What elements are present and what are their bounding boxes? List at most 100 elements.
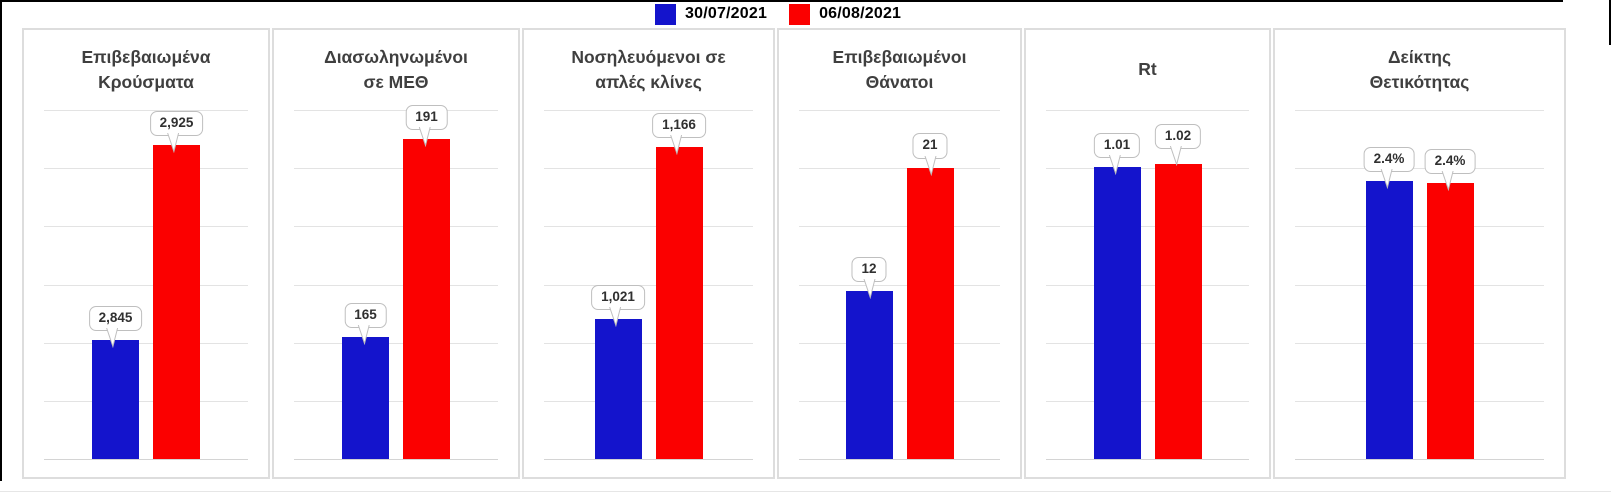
callout-tail-icon	[1380, 168, 1393, 189]
panel-title: Rt	[1026, 30, 1269, 110]
x-axis-line	[44, 459, 248, 460]
gridline	[799, 400, 1000, 402]
value-callout: 165	[344, 302, 387, 345]
bar-30-07-2021: 2.4%	[1363, 146, 1415, 459]
value-label: 12	[861, 261, 877, 277]
bar-06-08-2021: 2,925	[149, 110, 204, 459]
bottom-divider-line	[0, 491, 1611, 492]
gridline	[799, 342, 1000, 344]
gridline	[294, 284, 498, 286]
chart-panel-6: Δείκτης Θετικότητας 2.4% 2.4%	[1273, 28, 1566, 479]
gridline	[44, 110, 248, 111]
legend-label-date2: 06/08/2021	[819, 5, 902, 22]
panel-title-line: Θάνατοι	[865, 72, 934, 92]
chart-panel-4: Επιβεβαιωμένοι Θάνατοι 12 21	[777, 28, 1022, 479]
panel-title-line: Διασωληνωμένοι	[324, 46, 468, 67]
bars-group: 165 191	[294, 104, 498, 459]
panel-title: Δείκτης Θετικότητας	[1275, 30, 1564, 110]
gridline	[44, 168, 248, 170]
gridline	[1046, 168, 1249, 170]
panel-title-line: Rt	[1138, 59, 1157, 80]
left-border-line	[0, 0, 2, 481]
value-callout: 2.4%	[1424, 148, 1476, 191]
panel-title-line: Νοσηλευόμενοι σε	[571, 46, 726, 67]
gridline	[294, 226, 498, 228]
callout-tail-icon	[669, 135, 682, 155]
gridline	[799, 110, 1000, 111]
panel-plot: 2,845 2,925	[44, 110, 248, 460]
legend-swatch-red	[789, 3, 811, 25]
gridline	[44, 226, 248, 228]
gridline	[1295, 168, 1544, 170]
gridline	[544, 400, 753, 402]
gridline	[294, 110, 498, 111]
x-axis-line	[1295, 459, 1544, 460]
gridline	[799, 226, 1000, 228]
legend-item-date2: 06/08/2021	[789, 3, 902, 25]
panel-plot: 165 191	[294, 104, 498, 460]
gridline	[44, 284, 248, 286]
value-callout: 21	[912, 133, 948, 176]
value-label: 1.01	[1103, 136, 1131, 152]
gridline	[1046, 110, 1249, 111]
value-callout: 191	[405, 104, 448, 147]
bar-30-07-2021: 1.01	[1093, 132, 1141, 459]
panel-title-line: απλές κλίνες	[595, 72, 702, 92]
panel-title-line: Κρούσματα	[98, 72, 194, 92]
value-label: 21	[922, 137, 938, 153]
gridline	[44, 342, 248, 344]
x-axis-line	[544, 459, 753, 460]
panel-plot: 1,021 1,166	[544, 110, 753, 460]
callout-tail-icon	[1170, 145, 1183, 166]
panel-plot: 2.4% 2.4%	[1295, 110, 1544, 460]
panel-title-line: Επιβεβαιωμένοι	[832, 46, 967, 67]
panel-plot: 12 21	[799, 110, 1000, 460]
chart-panel-1: Επιβεβαιωμένα Κρούσματα 2,845 2,925	[22, 28, 270, 479]
gridline	[1046, 284, 1249, 286]
panel-plot: 1.01 1.02	[1046, 110, 1249, 460]
gridline	[544, 226, 753, 228]
value-label: 1,166	[662, 116, 696, 132]
panel-title-line: Θετικότητας	[1369, 72, 1470, 92]
legend-swatch-blue	[655, 3, 676, 25]
bars-group: 1.01 1.02	[1046, 110, 1249, 459]
chart-panel-2: Διασωληνωμένοι σε ΜΕΘ 165 191	[272, 28, 520, 479]
bar-30-07-2021: 165	[342, 302, 389, 459]
gridline	[544, 110, 753, 111]
chart-panel-3: Νοσηλευόμενοι σε απλές κλίνες 1,021 1,166	[522, 28, 775, 479]
panel-title: Επιβεβαιωμένα Κρούσματα	[24, 30, 268, 110]
bar-06-08-2021: 1,166	[652, 112, 706, 459]
panel-title: Διασωληνωμένοι σε ΜΕΘ	[274, 30, 518, 110]
panel-title: Νοσηλευόμενοι σε απλές κλίνες	[524, 30, 773, 110]
callout-tail-icon	[167, 132, 180, 153]
callout-tail-icon	[106, 328, 119, 349]
value-label: 2.4%	[1373, 150, 1405, 166]
panel-title-line: Δείκτης	[1387, 46, 1452, 67]
value-label: 1,021	[601, 289, 635, 305]
legend-label-date1: 30/07/2021	[685, 5, 768, 22]
value-label: 165	[354, 306, 377, 322]
gridline	[1295, 400, 1544, 402]
value-callout: 1,166	[652, 112, 706, 155]
bars-group: 12 21	[799, 110, 1000, 459]
gridline	[1046, 342, 1249, 344]
bar-06-08-2021: 1.02	[1154, 123, 1202, 459]
gridline	[1295, 284, 1544, 286]
x-axis-line	[294, 459, 498, 460]
value-callout: 2,925	[149, 110, 204, 153]
bars-group: 2,845 2,925	[44, 110, 248, 459]
x-axis-line	[799, 459, 1000, 460]
gridline	[294, 342, 498, 344]
gridline	[1295, 226, 1544, 228]
gridline	[294, 168, 498, 170]
chart-panel-5: Rt 1.01 1.02	[1024, 28, 1271, 479]
gridline	[544, 168, 753, 170]
bar-06-08-2021: 191	[403, 104, 450, 459]
gridline	[544, 342, 753, 344]
callout-tail-icon	[358, 324, 371, 345]
gridline	[1046, 226, 1249, 228]
panels-row: Επιβεβαιωμένα Κρούσματα 2,845 2,925 Διασωλην…	[22, 28, 1566, 479]
top-border-line	[0, 0, 1563, 2]
legend-item-date1: 30/07/2021	[655, 3, 768, 25]
panel-title-line: Επιβεβαιωμένα	[81, 46, 211, 67]
